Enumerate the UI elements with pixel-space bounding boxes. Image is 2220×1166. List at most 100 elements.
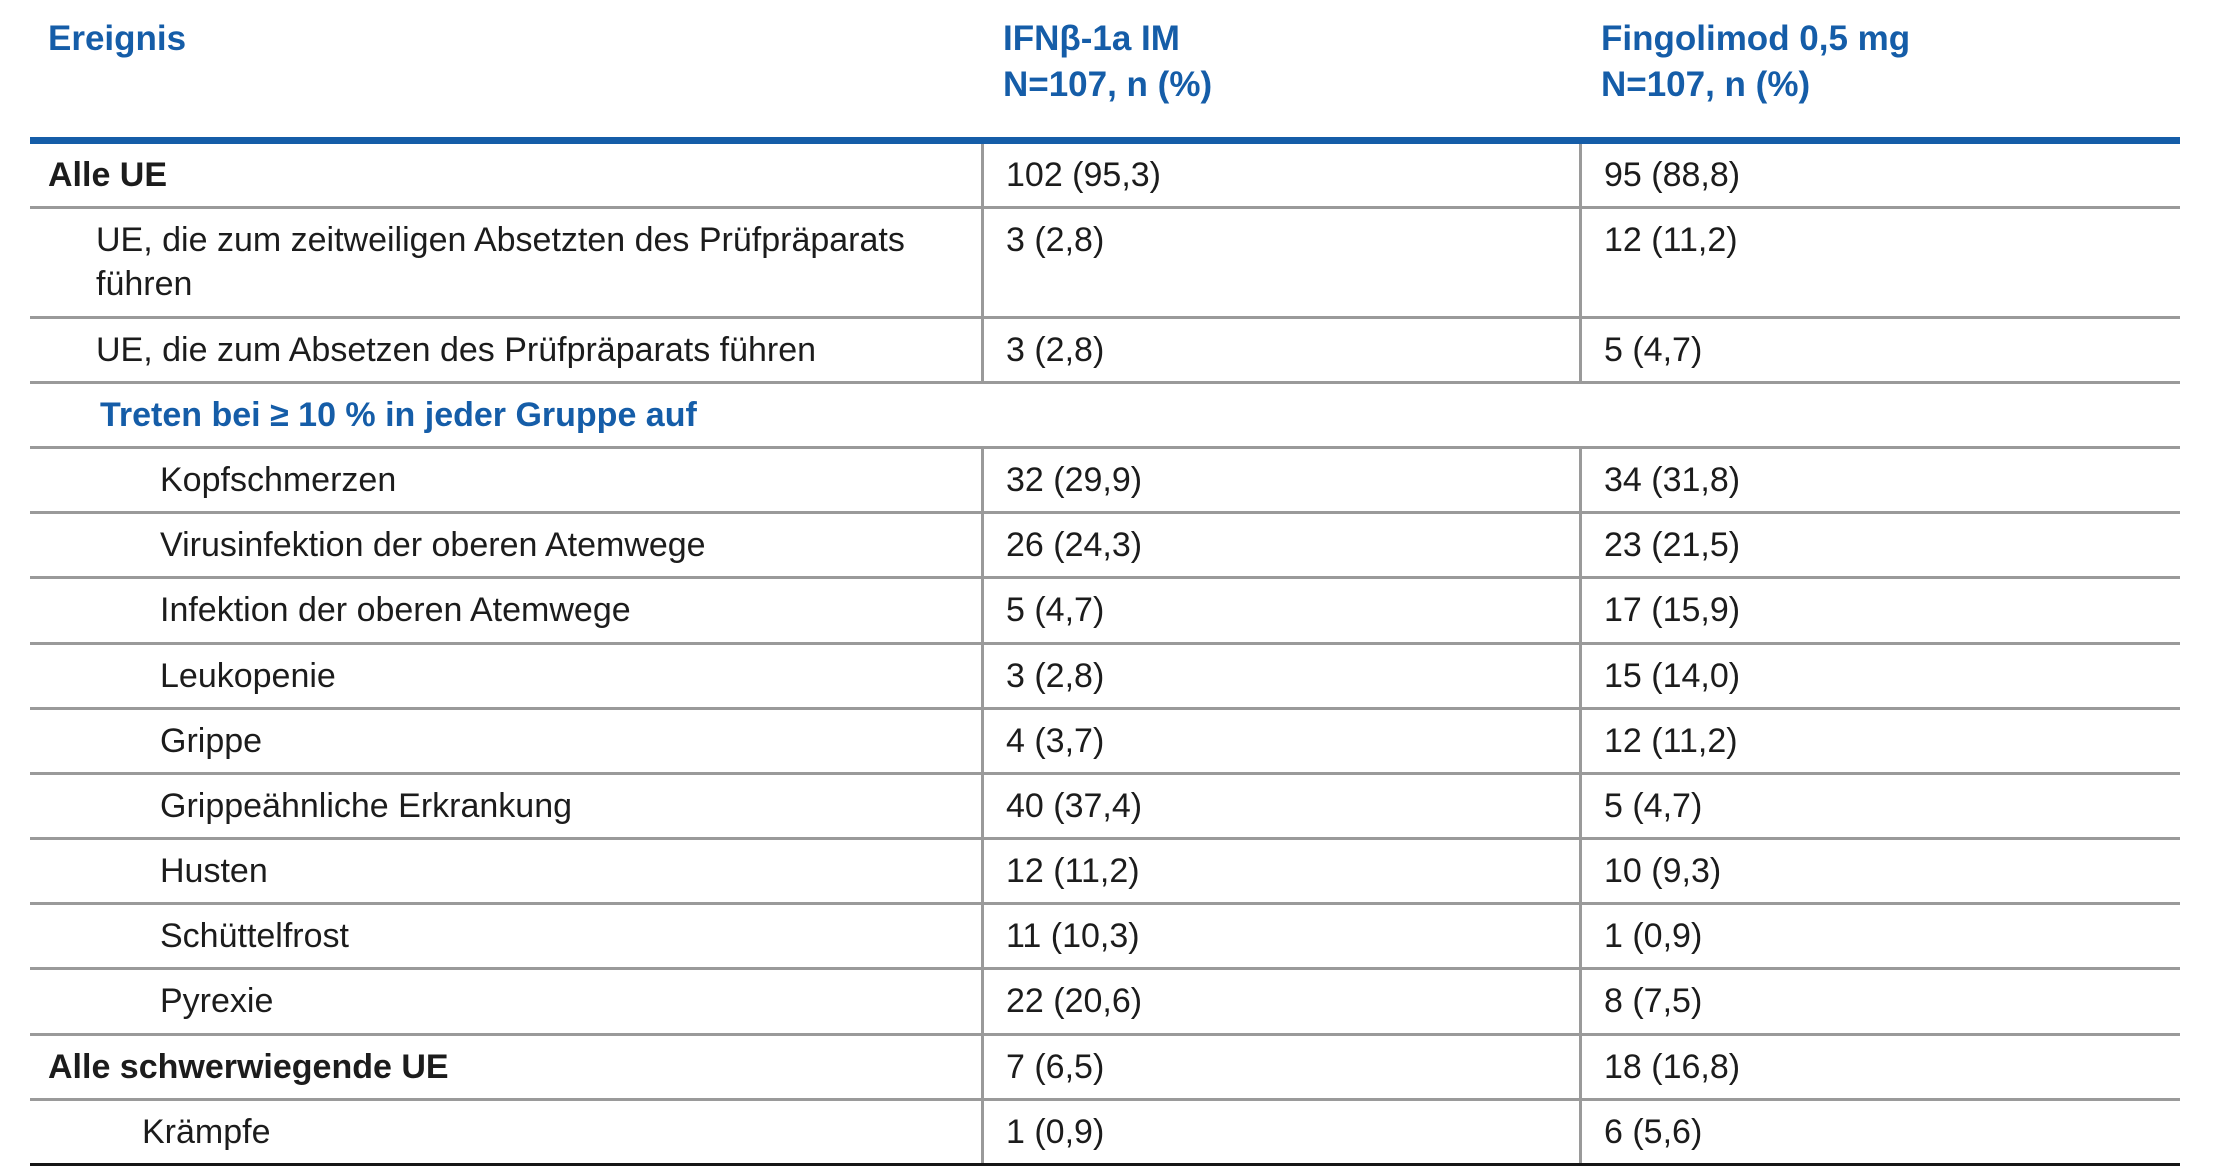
fingolimod-value: 18 (16,8) <box>1604 1047 1741 1086</box>
fingolimod-value: 5 (4,7) <box>1604 330 1703 369</box>
event-label-cell: Pyrexie <box>30 970 981 1032</box>
ifn-value: 40 (37,4) <box>1006 786 1143 825</box>
event-label-cell: UE, die zum zeitweiligen Absetzten des P… <box>30 209 981 315</box>
fingolimod-value: 95 (88,8) <box>1604 156 1741 194</box>
table-row: Alle schwerwiegende UE 7 (6,5) 18 (16,8) <box>30 1032 2180 1098</box>
fingolimod-value: 12 (11,2) <box>1604 721 1738 760</box>
fingolimod-value: 23 (21,5) <box>1604 526 1741 565</box>
ifn-value: 26 (24,3) <box>1006 526 1143 565</box>
table-row: Infektion der oberen Atemwege 5 (4,7) 17… <box>30 576 2180 642</box>
column-header-fingolimod-line2: N=107, n (%) <box>1601 64 1811 104</box>
fingolimod-value-cell: 12 (11,2) <box>1579 709 2180 772</box>
fingolimod-value-cell: 10 (9,3) <box>1579 840 2180 903</box>
table-row: UE, die zum Absetzen des Prüfpräparats f… <box>30 315 2180 381</box>
fingolimod-value: 12 (11,2) <box>1604 221 1738 260</box>
event-label: UE, die zum zeitweiligen Absetzten des P… <box>96 221 905 304</box>
event-label: Infektion der oberen Atemwege <box>160 591 631 630</box>
event-label-cell: Alle UE <box>30 144 981 206</box>
fingolimod-value-cell: 12 (11,2) <box>1579 209 2180 316</box>
ifn-value: 1 (0,9) <box>1006 1112 1105 1151</box>
column-header-ereignis: Ereignis <box>30 0 981 137</box>
table-row: Alle UE 102 (95,3) 95 (88,8) <box>30 144 2180 207</box>
ifn-value: 102 (95,3) <box>1006 156 1161 194</box>
column-header-ifn-line1: IFNβ-1a IM <box>1003 19 1180 58</box>
event-label-cell: Schüttelfrost <box>30 905 981 967</box>
ifn-value-cell: 26 (24,3) <box>981 514 1579 577</box>
table-row: Virusinfektion der oberen Atemwege 26 (2… <box>30 511 2180 577</box>
event-label-cell: Infektion der oberen Atemwege <box>30 579 981 641</box>
event-label: Alle schwerwiegende UE <box>48 1047 449 1086</box>
fingolimod-value: 6 (5,6) <box>1604 1112 1703 1151</box>
ifn-value: 7 (6,5) <box>1006 1047 1105 1086</box>
fingolimod-value: 1 (0,9) <box>1604 917 1703 956</box>
event-label: Leukopenie <box>160 656 336 695</box>
ifn-value-cell: 7 (6,5) <box>981 1035 1579 1098</box>
fingolimod-value-cell: 6 (5,6) <box>1579 1100 2180 1163</box>
section-header-cell: Treten bei ≥ 10 % in jeder Gruppe auf <box>30 384 2180 446</box>
event-label-cell: Alle schwerwiegende UE <box>30 1036 981 1098</box>
table-body: Alle UE 102 (95,3) 95 (88,8) UE, die zum… <box>30 144 2180 1163</box>
ifn-value-cell: 3 (2,8) <box>981 644 1579 707</box>
fingolimod-value: 8 (7,5) <box>1604 982 1703 1021</box>
event-label-cell: Kopfschmerzen <box>30 449 981 511</box>
table-row: Schüttelfrost 11 (10,3) 1 (0,9) <box>30 902 2180 968</box>
ifn-value-cell: 22 (20,6) <box>981 970 1579 1033</box>
event-label: UE, die zum Absetzen des Prüfpräparats f… <box>96 330 817 369</box>
ifn-value: 5 (4,7) <box>1006 591 1105 630</box>
fingolimod-value-cell: 18 (16,8) <box>1579 1035 2180 1098</box>
ifn-value-cell: 40 (37,4) <box>981 774 1579 838</box>
event-label: Virusinfektion der oberen Atemwege <box>160 526 706 565</box>
ifn-value-cell: 1 (0,9) <box>981 1100 1579 1163</box>
table-row: Leukopenie 3 (2,8) 15 (14,0) <box>30 641 2180 707</box>
event-label: Grippe <box>160 721 263 760</box>
ifn-value-cell: 3 (2,8) <box>981 209 1579 316</box>
ifn-value-cell: 4 (3,7) <box>981 709 1579 772</box>
ifn-value: 3 (2,8) <box>1006 330 1105 369</box>
fingolimod-value-cell: 5 (4,7) <box>1579 774 2180 838</box>
table-row: Husten 12 (11,2) 10 (9,3) <box>30 837 2180 903</box>
event-label-cell: Krämpfe <box>30 1101 981 1163</box>
event-label: Husten <box>160 852 268 891</box>
ifn-value-cell: 3 (2,8) <box>981 318 1579 381</box>
section-header-label: Treten bei ≥ 10 % in jeder Gruppe auf <box>100 395 697 434</box>
section-header-row: Treten bei ≥ 10 % in jeder Gruppe auf <box>30 380 2180 446</box>
event-label-cell: UE, die zum Absetzen des Prüfpräparats f… <box>30 319 981 381</box>
event-label-cell: Grippeähnliche Erkrankung <box>30 775 981 837</box>
ifn-value-cell: 32 (29,9) <box>981 448 1579 512</box>
event-label: Grippeähnliche Erkrankung <box>160 786 573 825</box>
column-header-ifn-line2: N=107, n (%) <box>1003 64 1213 104</box>
adverse-events-table: Ereignis IFNβ-1a IM N=107, n (%) Fingoli… <box>30 0 2180 1166</box>
fingolimod-value-cell: 95 (88,8) <box>1579 144 2180 207</box>
fingolimod-value: 17 (15,9) <box>1604 591 1741 630</box>
fingolimod-value: 5 (4,7) <box>1604 786 1703 825</box>
event-label: Pyrexie <box>160 982 274 1021</box>
table-header-row: Ereignis IFNβ-1a IM N=107, n (%) Fingoli… <box>30 0 2180 144</box>
fingolimod-value-cell: 15 (14,0) <box>1579 644 2180 707</box>
ifn-value: 12 (11,2) <box>1006 852 1140 891</box>
column-header-fingolimod-line1: Fingolimod 0,5 mg <box>1601 19 1911 58</box>
fingolimod-value-cell: 1 (0,9) <box>1579 905 2180 968</box>
table-row: Pyrexie 22 (20,6) 8 (7,5) <box>30 967 2180 1033</box>
event-label-cell: Grippe <box>30 710 981 772</box>
event-label: Schüttelfrost <box>160 917 349 956</box>
ifn-value: 22 (20,6) <box>1006 982 1143 1021</box>
fingolimod-value: 15 (14,0) <box>1604 656 1741 695</box>
ifn-value: 3 (2,8) <box>1006 221 1105 260</box>
fingolimod-value: 34 (31,8) <box>1604 460 1741 499</box>
table-row: UE, die zum zeitweiligen Absetzten des P… <box>30 206 2180 316</box>
table-row: Grippeähnliche Erkrankung 40 (37,4) 5 (4… <box>30 771 2180 838</box>
ifn-value: 4 (3,7) <box>1006 721 1105 760</box>
fingolimod-value-cell: 5 (4,7) <box>1579 318 2180 381</box>
fingolimod-value: 10 (9,3) <box>1604 852 1722 891</box>
event-label-cell: Husten <box>30 840 981 902</box>
ifn-value-cell: 11 (10,3) <box>981 905 1579 968</box>
column-header-ifn: IFNβ-1a IM N=107, n (%) <box>981 0 1579 137</box>
table-row: Kopfschmerzen 32 (29,9) 34 (31,8) <box>30 445 2180 512</box>
table-row: Krämpfe 1 (0,9) 6 (5,6) <box>30 1097 2180 1163</box>
event-label: Krämpfe <box>142 1112 271 1151</box>
fingolimod-value-cell: 34 (31,8) <box>1579 448 2180 512</box>
fingolimod-value-cell: 8 (7,5) <box>1579 970 2180 1033</box>
fingolimod-value-cell: 17 (15,9) <box>1579 579 2180 642</box>
event-label-cell: Virusinfektion der oberen Atemwege <box>30 514 981 576</box>
